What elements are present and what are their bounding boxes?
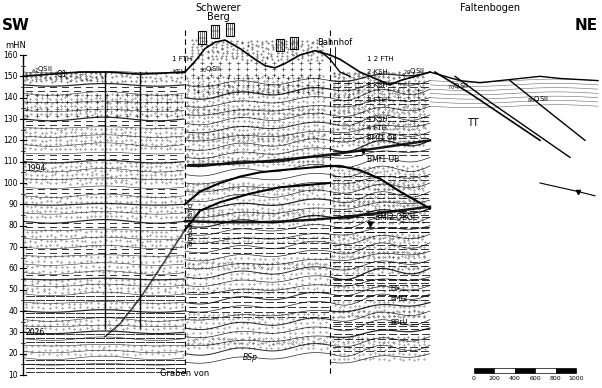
Text: 1 FTH: 1 FTH bbox=[172, 56, 192, 62]
Text: 1000: 1000 bbox=[568, 376, 584, 381]
Text: Bahnhof: Bahnhof bbox=[317, 38, 353, 47]
Text: KSH: KSH bbox=[172, 69, 186, 75]
Text: SW: SW bbox=[2, 18, 30, 33]
Text: 2026: 2026 bbox=[26, 328, 45, 337]
Text: $_{30}$QSIl: $_{30}$QSIl bbox=[199, 65, 221, 75]
Text: BMf1 UB: BMf1 UB bbox=[367, 155, 399, 164]
Text: 1 2 FTH: 1 2 FTH bbox=[367, 56, 394, 62]
Text: 160: 160 bbox=[4, 50, 18, 59]
Text: mHN: mHN bbox=[5, 41, 26, 50]
Text: 40: 40 bbox=[8, 307, 18, 315]
Text: 200: 200 bbox=[489, 376, 500, 381]
Text: 100: 100 bbox=[4, 178, 18, 187]
Text: 0: 0 bbox=[472, 376, 476, 381]
Text: 3 FTH: 3 FTH bbox=[367, 97, 387, 103]
Text: 110: 110 bbox=[4, 157, 18, 166]
Text: BMI2 OBGL: BMI2 OBGL bbox=[375, 213, 417, 222]
Text: 3 KSH: 3 KSH bbox=[367, 82, 388, 88]
Text: 1994: 1994 bbox=[26, 164, 45, 173]
Text: Berg: Berg bbox=[206, 12, 229, 22]
Text: 4 KSH: 4 KSH bbox=[367, 116, 388, 122]
Bar bbox=[474, 368, 494, 373]
Text: 600: 600 bbox=[529, 376, 541, 381]
Text: 50: 50 bbox=[8, 285, 18, 294]
Text: Graben von: Graben von bbox=[160, 369, 209, 378]
Text: $_{20}$QSIl: $_{20}$QSIl bbox=[403, 67, 425, 77]
Text: 70: 70 bbox=[8, 242, 18, 251]
Text: 30: 30 bbox=[8, 328, 18, 337]
Bar bbox=[290, 36, 298, 48]
Text: 130: 130 bbox=[4, 114, 18, 123]
Text: Schwerer: Schwerer bbox=[195, 3, 241, 13]
Text: 20: 20 bbox=[8, 349, 18, 358]
Text: 150: 150 bbox=[4, 72, 18, 81]
Text: Tagebaurand: Tagebaurand bbox=[188, 203, 194, 248]
Text: 2 KSH: 2 KSH bbox=[367, 69, 388, 75]
Text: BSp: BSp bbox=[243, 353, 258, 362]
Text: 60: 60 bbox=[8, 264, 18, 273]
Text: BMf2: BMf2 bbox=[390, 295, 408, 301]
Text: 120: 120 bbox=[4, 136, 18, 145]
Text: Q1: Q1 bbox=[57, 70, 67, 79]
Bar bbox=[535, 368, 556, 373]
Text: BBrU: BBrU bbox=[390, 319, 408, 325]
Text: 90: 90 bbox=[8, 200, 18, 209]
Bar bbox=[494, 368, 515, 373]
Text: TT: TT bbox=[467, 118, 479, 128]
Bar bbox=[556, 368, 576, 373]
Bar bbox=[226, 23, 234, 36]
Bar bbox=[515, 368, 535, 373]
Text: BMf1 OB: BMf1 OB bbox=[367, 135, 397, 141]
Text: 800: 800 bbox=[550, 376, 562, 381]
Bar bbox=[276, 39, 284, 51]
Text: HS: HS bbox=[390, 284, 400, 291]
Text: NE: NE bbox=[575, 18, 598, 33]
Text: 80: 80 bbox=[8, 221, 18, 230]
Text: $_{70}$QSIl: $_{70}$QSIl bbox=[447, 82, 469, 92]
Text: 4 FTH: 4 FTH bbox=[367, 125, 387, 130]
Bar bbox=[198, 31, 206, 44]
Text: Faltenbogen: Faltenbogen bbox=[460, 3, 520, 13]
Text: 10: 10 bbox=[8, 371, 18, 379]
Text: 140: 140 bbox=[4, 93, 18, 102]
Text: $_{a2}$QSIl: $_{a2}$QSIl bbox=[31, 65, 53, 75]
Text: $_{80}$QSIl: $_{80}$QSIl bbox=[527, 95, 549, 105]
Text: 400: 400 bbox=[509, 376, 521, 381]
Bar bbox=[211, 25, 219, 38]
